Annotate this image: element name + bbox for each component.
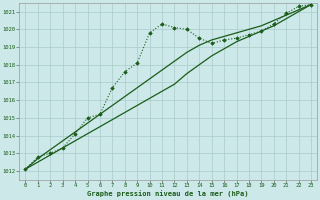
X-axis label: Graphe pression niveau de la mer (hPa): Graphe pression niveau de la mer (hPa) (87, 190, 249, 197)
